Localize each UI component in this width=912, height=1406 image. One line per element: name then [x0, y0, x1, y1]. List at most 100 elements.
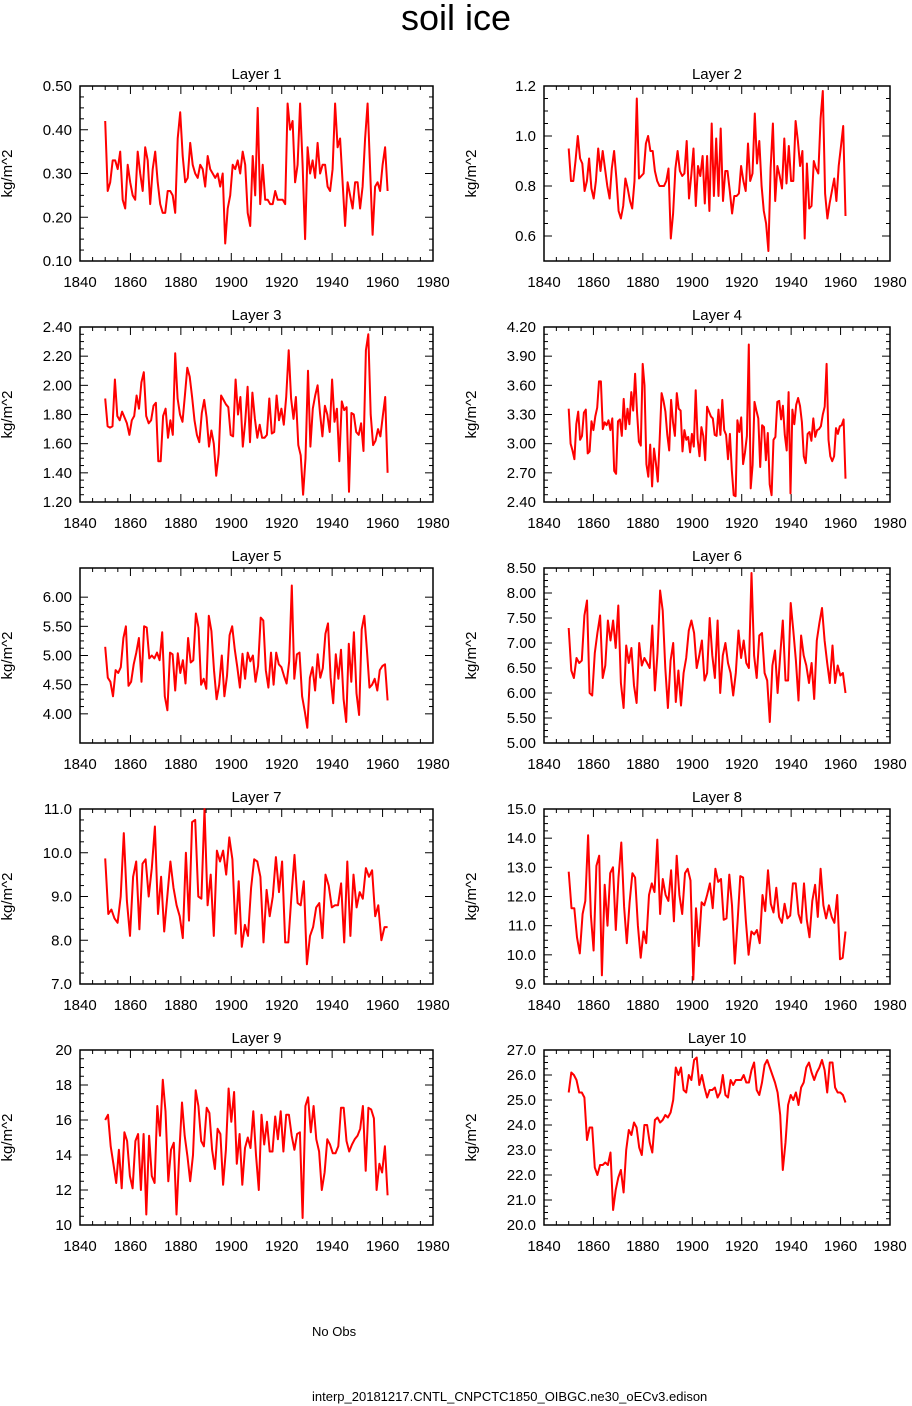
x-tick-label: 1980 [416, 515, 449, 532]
x-tick-label: 1860 [577, 997, 610, 1014]
chart-layer-3: Layer 3 kg/m^2 1840 1860 1880 1900 1920 1940 196… [0, 307, 450, 532]
x-tick-label: 1840 [527, 1238, 560, 1255]
y-tick-label: 5.50 [507, 710, 536, 727]
x-tick-label: 1840 [527, 997, 560, 1014]
y-axis-label: kg/m^2 [0, 873, 16, 921]
x-tick-label: 1860 [577, 515, 610, 532]
y-axis-label: kg/m^2 [463, 632, 480, 680]
y-tick-label: 2.40 [43, 319, 72, 336]
x-tick-label: 1920 [725, 274, 758, 291]
plot-frame [79, 1049, 434, 1226]
x-tick-label: 1920 [725, 756, 758, 773]
x-tick-label: 1840 [63, 274, 96, 291]
y-tick-label: 12 [55, 1182, 72, 1199]
chart-title: Layer 5 [231, 548, 281, 565]
y-tick-label: 10 [55, 1217, 72, 1234]
y-tick-label: 14 [55, 1147, 72, 1164]
x-tick-label: 1840 [63, 515, 96, 532]
y-tick-label: 20 [55, 1042, 72, 1059]
chart-title: Layer 8 [692, 789, 742, 806]
y-tick-label: 0.20 [43, 209, 72, 226]
x-tick-label: 1940 [774, 997, 807, 1014]
x-tick-label: 1900 [215, 756, 248, 773]
x-tick-label: 1980 [873, 756, 906, 773]
x-tick-label: 1880 [164, 515, 197, 532]
x-tick-label: 1980 [416, 1238, 449, 1255]
chart-layer-8: Layer 8 kg/m^2 1840 1860 1880 1900 1920 1940 196… [463, 789, 907, 1014]
plot-frame [79, 567, 434, 744]
chart-layer-5: Layer 5 kg/m^2 1840 1860 1880 1900 1920 1940 196… [0, 548, 450, 773]
y-tick-label: 21.0 [507, 1192, 536, 1209]
x-tick-label: 1960 [366, 274, 399, 291]
x-tick-label: 1880 [164, 1238, 197, 1255]
chart-title: Layer 7 [231, 789, 281, 806]
x-tick-label: 1860 [114, 756, 147, 773]
series-line-model [567, 90, 847, 252]
x-tick-label: 1900 [676, 515, 709, 532]
y-tick-label: 6.50 [507, 660, 536, 677]
x-tick-label: 1920 [725, 1238, 758, 1255]
chart-layer-4: Layer 4 kg/m^2 1840 1860 1880 1900 1920 1940 196… [463, 307, 907, 532]
x-tick-label: 1960 [824, 997, 857, 1014]
y-axis-label: kg/m^2 [0, 1114, 16, 1162]
y-tick-label: 2.20 [43, 348, 72, 365]
series-line-model [104, 333, 389, 496]
y-tick-label: 11.0 [44, 801, 72, 818]
x-tick-label: 1840 [63, 997, 96, 1014]
x-tick-label: 1980 [873, 1238, 906, 1255]
chart-layer-1: Layer 1 kg/m^2 1840 1860 1880 1900 1920 1940 196… [0, 66, 450, 291]
x-tick-label: 1900 [676, 274, 709, 291]
y-axis-label: kg/m^2 [463, 391, 480, 439]
x-tick-label: 1900 [676, 1238, 709, 1255]
x-tick-label: 1900 [676, 756, 709, 773]
y-tick-label: 1.80 [43, 407, 72, 424]
x-tick-label: 1880 [626, 997, 659, 1014]
y-tick-label: 15.0 [507, 801, 536, 818]
x-tick-label: 1980 [416, 997, 449, 1014]
y-tick-label: 9.0 [515, 976, 536, 993]
y-tick-label: 10.0 [43, 845, 72, 862]
x-tick-label: 1980 [873, 997, 906, 1014]
chart-title: Layer 3 [231, 307, 281, 324]
y-tick-label: 12.0 [507, 889, 536, 906]
chart-title: Layer 6 [692, 548, 742, 565]
legend-no-obs-label: No Obs [312, 1324, 357, 1339]
x-tick-label: 1940 [315, 274, 348, 291]
y-tick-label: 26.0 [507, 1067, 536, 1084]
x-tick-label: 1860 [114, 1238, 147, 1255]
chart-title: Layer 1 [231, 66, 281, 83]
x-tick-label: 1960 [366, 756, 399, 773]
x-tick-label: 1960 [824, 1238, 857, 1255]
y-tick-label: 22.0 [507, 1167, 536, 1184]
x-tick-label: 1860 [577, 274, 610, 291]
chart-layer-7: Layer 7 kg/m^2 1840 1860 1880 1900 1920 1940 196… [0, 789, 450, 1014]
chart-layer-6: Layer 6 kg/m^2 1840 1860 1880 1900 1920 1940 196… [463, 548, 907, 773]
series-line-model [104, 808, 388, 966]
x-tick-label: 1900 [676, 997, 709, 1014]
y-tick-label: 7.50 [507, 610, 536, 627]
series-line-model [567, 834, 847, 981]
x-tick-label: 1920 [725, 515, 758, 532]
y-tick-label: 20.0 [507, 1217, 536, 1234]
y-tick-label: 5.00 [507, 735, 536, 752]
y-tick-label: 23.0 [507, 1142, 536, 1159]
x-tick-label: 1940 [774, 1238, 807, 1255]
x-tick-label: 1900 [215, 515, 248, 532]
y-axis-label: kg/m^2 [0, 632, 16, 680]
y-tick-label: 1.40 [43, 465, 72, 482]
y-tick-label: 1.2 [515, 78, 536, 95]
y-tick-label: 11.0 [508, 918, 536, 935]
y-tick-label: 4.20 [507, 319, 536, 336]
x-tick-label: 1940 [774, 515, 807, 532]
x-tick-label: 1980 [873, 515, 906, 532]
x-tick-label: 1900 [215, 274, 248, 291]
x-tick-label: 1880 [626, 515, 659, 532]
y-tick-label: 7.0 [51, 976, 72, 993]
y-tick-label: 16 [55, 1112, 72, 1129]
chart-title: Layer 9 [231, 1030, 281, 1047]
x-tick-label: 1840 [527, 515, 560, 532]
x-tick-label: 1860 [114, 515, 147, 532]
y-tick-label: 0.40 [43, 122, 72, 139]
x-tick-label: 1920 [265, 515, 298, 532]
